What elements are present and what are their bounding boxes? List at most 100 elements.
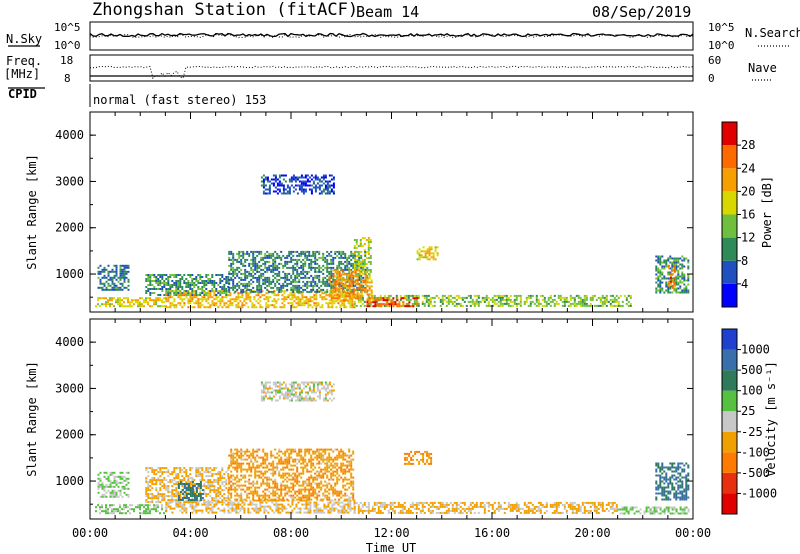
heatmap-cell bbox=[242, 485, 244, 487]
heatmap-cell bbox=[331, 508, 333, 510]
heatmap-cell bbox=[272, 291, 274, 293]
heatmap-cell bbox=[349, 300, 351, 302]
heatmap-cell bbox=[131, 504, 133, 506]
heatmap-cell bbox=[258, 285, 260, 287]
heatmap-cell bbox=[201, 512, 203, 514]
heatmap-cell bbox=[286, 273, 288, 275]
heatmap-cell bbox=[680, 513, 682, 515]
heatmap-cell bbox=[582, 305, 584, 307]
heatmap-cell bbox=[151, 299, 153, 301]
heatmap-cell bbox=[302, 289, 304, 291]
heatmap-cell bbox=[151, 479, 153, 481]
heatmap-cell bbox=[258, 495, 260, 497]
heatmap-cell bbox=[112, 289, 114, 291]
heatmap-cell bbox=[384, 295, 386, 297]
heatmap-cell bbox=[240, 493, 242, 495]
heatmap-cell bbox=[252, 291, 254, 293]
heatmap-cell bbox=[205, 485, 207, 487]
heatmap-cell bbox=[470, 512, 472, 514]
heatmap-cell bbox=[221, 292, 223, 294]
heatmap-cell bbox=[284, 261, 286, 263]
heatmap-cell bbox=[254, 273, 256, 275]
heatmap-cell bbox=[247, 306, 249, 308]
heatmap-cell bbox=[596, 305, 598, 307]
heatmap-cell bbox=[183, 298, 185, 300]
heatmap-cell bbox=[294, 259, 296, 261]
heatmap-cell bbox=[232, 285, 234, 287]
heatmap-cell bbox=[124, 476, 126, 478]
heatmap-cell bbox=[266, 277, 268, 279]
heatmap-cell bbox=[304, 253, 306, 255]
heatmap-cell bbox=[197, 471, 199, 473]
heatmap-cell bbox=[263, 512, 265, 514]
heatmap-cell bbox=[286, 283, 288, 285]
heatmap-cell bbox=[431, 252, 433, 254]
heatmap-cell bbox=[576, 508, 578, 510]
heatmap-cell bbox=[677, 276, 679, 278]
heatmap-cell bbox=[648, 511, 650, 513]
heatmap-cell bbox=[301, 187, 303, 189]
heatmap-cell bbox=[326, 289, 328, 291]
heatmap-cell bbox=[116, 476, 118, 478]
heatmap-cell bbox=[232, 273, 234, 275]
heatmap-cell bbox=[683, 274, 685, 276]
heatmap-cell bbox=[456, 506, 458, 508]
heatmap-cell bbox=[234, 285, 236, 287]
heatmap-cell bbox=[183, 479, 185, 481]
heatmap-cell bbox=[444, 295, 446, 297]
heatmap-cell bbox=[683, 288, 685, 290]
heatmap-cell bbox=[614, 301, 616, 303]
heatmap-cell bbox=[528, 510, 530, 512]
heatmap-cell bbox=[292, 273, 294, 275]
heatmap-cell bbox=[359, 295, 361, 297]
heatmap-cell bbox=[108, 275, 110, 277]
heatmap-cell bbox=[278, 289, 280, 291]
heatmap-cell bbox=[258, 275, 260, 277]
heatmap-cell bbox=[326, 291, 328, 293]
heatmap-cell bbox=[312, 255, 314, 257]
heatmap-cell bbox=[362, 510, 364, 512]
heatmap-cell bbox=[276, 269, 278, 271]
heatmap-cell bbox=[580, 301, 582, 303]
heatmap-cell bbox=[474, 512, 476, 514]
heatmap-cell bbox=[189, 467, 191, 469]
heatmap-cell bbox=[494, 299, 496, 301]
heatmap-cell bbox=[367, 285, 369, 287]
heatmap-cell bbox=[578, 504, 580, 506]
heatmap-cell bbox=[258, 477, 260, 479]
heatmap-cell bbox=[679, 288, 681, 290]
heatmap-cell bbox=[283, 191, 285, 193]
heatmap-cell bbox=[114, 277, 116, 279]
heatmap-cell bbox=[683, 290, 685, 292]
heatmap-cell bbox=[339, 512, 341, 514]
heatmap-cell bbox=[106, 269, 108, 271]
velocity-panel: 1000200030004000 Slant Range [km] 100050… bbox=[25, 319, 778, 519]
heatmap-cell bbox=[329, 281, 331, 283]
heatmap-cell bbox=[273, 300, 275, 302]
heatmap-cell bbox=[556, 510, 558, 512]
heatmap-cell bbox=[305, 506, 307, 508]
heatmap-cell bbox=[252, 269, 254, 271]
heatmap-cell bbox=[163, 280, 165, 282]
heatmap-cell bbox=[272, 269, 274, 271]
heatmap-cell bbox=[239, 296, 241, 298]
heatmap-cell bbox=[175, 467, 177, 469]
heatmap-cell bbox=[145, 491, 147, 493]
heatmap-cell bbox=[247, 504, 249, 506]
heatmap-cell bbox=[183, 510, 185, 512]
heatmap-cell bbox=[361, 293, 363, 295]
heatmap-cell bbox=[670, 283, 672, 285]
heatmap-cell bbox=[193, 284, 195, 286]
heatmap-cell bbox=[369, 297, 371, 299]
heatmap-cell bbox=[266, 471, 268, 473]
heatmap-cell bbox=[234, 479, 236, 481]
heatmap-cell bbox=[354, 259, 356, 261]
heatmap-cell bbox=[426, 502, 428, 504]
heatmap-cell bbox=[460, 506, 462, 508]
heatmap-cell bbox=[151, 483, 153, 485]
heatmap-cell bbox=[546, 506, 548, 508]
heatmap-cell bbox=[157, 510, 159, 512]
heatmap-cell bbox=[264, 263, 266, 265]
heatmap-cell bbox=[239, 504, 241, 506]
heatmap-cell bbox=[659, 264, 661, 266]
